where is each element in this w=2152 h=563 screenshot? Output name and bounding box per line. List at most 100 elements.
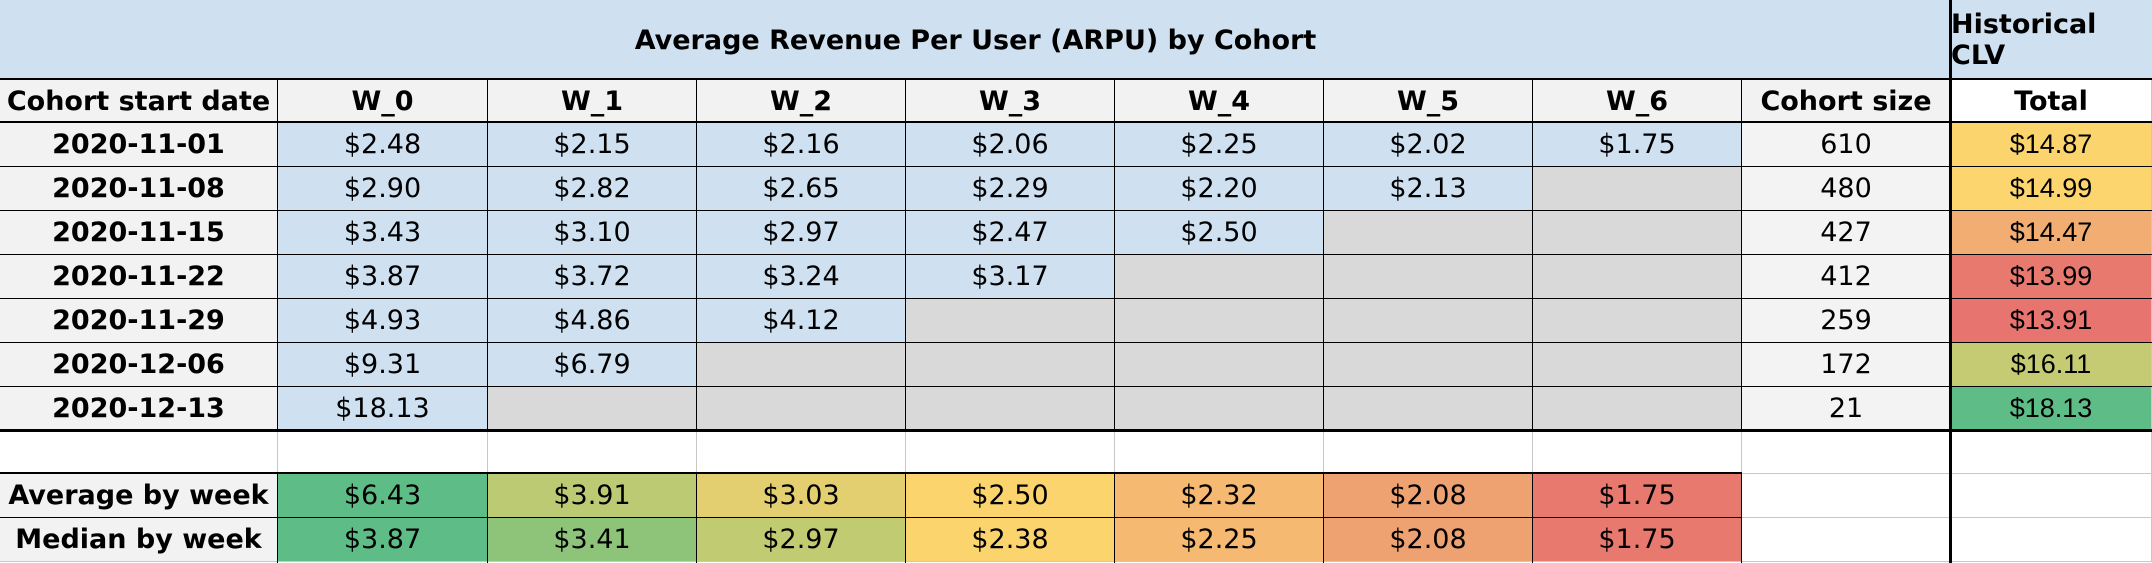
cohort-size-cell[interactable]: 259 bbox=[1742, 299, 1951, 343]
arpu-cell[interactable]: $4.93 bbox=[278, 299, 488, 343]
blank-cell[interactable] bbox=[1742, 474, 1951, 518]
summary-value-cell[interactable]: $6.43 bbox=[278, 474, 488, 518]
header-week-5[interactable]: W_5 bbox=[1324, 80, 1533, 123]
summary-value-cell[interactable]: $2.32 bbox=[1115, 474, 1324, 518]
arpu-cell[interactable]: $2.47 bbox=[906, 211, 1115, 255]
arpu-cell[interactable]: $2.02 bbox=[1324, 123, 1533, 167]
cohort-date-cell[interactable]: 2020-12-06 bbox=[0, 343, 278, 387]
clv-total-cell[interactable]: $16.11 bbox=[1951, 343, 2152, 387]
summary-value-cell[interactable]: $2.08 bbox=[1324, 474, 1533, 518]
arpu-cell[interactable]: $2.25 bbox=[1115, 123, 1324, 167]
blank-cell[interactable] bbox=[1533, 430, 1742, 474]
blank-cell[interactable] bbox=[1951, 518, 2152, 562]
arpu-cell[interactable]: $2.20 bbox=[1115, 167, 1324, 211]
summary-value-cell[interactable]: $2.25 bbox=[1115, 518, 1324, 562]
blank-cell[interactable] bbox=[278, 430, 488, 474]
header-week-3[interactable]: W_3 bbox=[906, 80, 1115, 123]
header-cohort-start-date[interactable]: Cohort start date bbox=[0, 80, 278, 123]
clv-total-cell[interactable]: $14.87 bbox=[1951, 123, 2152, 167]
arpu-cell[interactable]: $4.12 bbox=[697, 299, 906, 343]
summary-value-cell[interactable]: $3.03 bbox=[697, 474, 906, 518]
arpu-cell[interactable]: $2.48 bbox=[278, 123, 488, 167]
arpu-cell[interactable]: $3.24 bbox=[697, 255, 906, 299]
header-week-6[interactable]: W_6 bbox=[1533, 80, 1742, 123]
empty-cell[interactable] bbox=[1115, 343, 1324, 387]
blank-cell[interactable] bbox=[488, 430, 697, 474]
arpu-cell[interactable]: $9.31 bbox=[278, 343, 488, 387]
cohort-size-cell[interactable]: 427 bbox=[1742, 211, 1951, 255]
arpu-cell[interactable]: $3.17 bbox=[906, 255, 1115, 299]
clv-total-cell[interactable]: $13.91 bbox=[1951, 299, 2152, 343]
empty-cell[interactable] bbox=[697, 387, 906, 431]
empty-cell[interactable] bbox=[906, 343, 1115, 387]
empty-cell[interactable] bbox=[488, 387, 697, 431]
header-week-4[interactable]: W_4 bbox=[1115, 80, 1324, 123]
blank-cell[interactable] bbox=[1951, 430, 2152, 474]
empty-cell[interactable] bbox=[1324, 299, 1533, 343]
clv-total-cell[interactable]: $13.99 bbox=[1951, 255, 2152, 299]
empty-cell[interactable] bbox=[906, 299, 1115, 343]
header-total[interactable]: Total bbox=[1951, 80, 2152, 123]
cohort-date-cell[interactable]: 2020-12-13 bbox=[0, 387, 278, 431]
blank-cell[interactable] bbox=[0, 430, 278, 474]
arpu-cell[interactable]: $2.06 bbox=[906, 123, 1115, 167]
arpu-cell[interactable]: $2.29 bbox=[906, 167, 1115, 211]
summary-value-cell[interactable]: $3.87 bbox=[278, 518, 488, 562]
arpu-cell[interactable]: $2.65 bbox=[697, 167, 906, 211]
blank-cell[interactable] bbox=[1951, 474, 2152, 518]
cohort-size-cell[interactable]: 412 bbox=[1742, 255, 1951, 299]
empty-cell[interactable] bbox=[1533, 255, 1742, 299]
blank-cell[interactable] bbox=[1742, 518, 1951, 562]
empty-cell[interactable] bbox=[1533, 299, 1742, 343]
empty-cell[interactable] bbox=[1533, 167, 1742, 211]
empty-cell[interactable] bbox=[1533, 343, 1742, 387]
empty-cell[interactable] bbox=[1324, 343, 1533, 387]
summary-value-cell[interactable]: $1.75 bbox=[1533, 518, 1742, 562]
empty-cell[interactable] bbox=[1324, 255, 1533, 299]
cohort-date-cell[interactable]: 2020-11-08 bbox=[0, 167, 278, 211]
arpu-cell[interactable]: $3.10 bbox=[488, 211, 697, 255]
summary-value-cell[interactable]: $3.41 bbox=[488, 518, 697, 562]
header-week-0[interactable]: W_0 bbox=[278, 80, 488, 123]
arpu-cell[interactable]: $2.82 bbox=[488, 167, 697, 211]
empty-cell[interactable] bbox=[1533, 211, 1742, 255]
empty-cell[interactable] bbox=[1115, 255, 1324, 299]
arpu-cell[interactable]: $2.90 bbox=[278, 167, 488, 211]
cohort-date-cell[interactable]: 2020-11-01 bbox=[0, 123, 278, 167]
empty-cell[interactable] bbox=[1115, 299, 1324, 343]
summary-value-cell[interactable]: $1.75 bbox=[1533, 474, 1742, 518]
summary-value-cell[interactable]: $3.91 bbox=[488, 474, 697, 518]
arpu-cell[interactable]: $3.43 bbox=[278, 211, 488, 255]
summary-value-cell[interactable]: $2.08 bbox=[1324, 518, 1533, 562]
blank-cell[interactable] bbox=[906, 430, 1115, 474]
empty-cell[interactable] bbox=[906, 387, 1115, 431]
arpu-cell[interactable]: $3.87 bbox=[278, 255, 488, 299]
arpu-cell[interactable]: $4.86 bbox=[488, 299, 697, 343]
clv-total-cell[interactable]: $18.13 bbox=[1951, 387, 2152, 431]
arpu-cell[interactable]: $2.15 bbox=[488, 123, 697, 167]
arpu-cell[interactable]: $2.97 bbox=[697, 211, 906, 255]
empty-cell[interactable] bbox=[1324, 387, 1533, 431]
arpu-cell[interactable]: $2.13 bbox=[1324, 167, 1533, 211]
clv-total-cell[interactable]: $14.47 bbox=[1951, 211, 2152, 255]
arpu-cell[interactable]: $6.79 bbox=[488, 343, 697, 387]
arpu-cell[interactable]: $2.16 bbox=[697, 123, 906, 167]
summary-value-cell[interactable]: $2.50 bbox=[906, 474, 1115, 518]
blank-cell[interactable] bbox=[1324, 430, 1533, 474]
arpu-cell[interactable]: $1.75 bbox=[1533, 123, 1742, 167]
cohort-date-cell[interactable]: 2020-11-22 bbox=[0, 255, 278, 299]
header-week-1[interactable]: W_1 bbox=[488, 80, 697, 123]
empty-cell[interactable] bbox=[1115, 387, 1324, 431]
arpu-cell[interactable]: $3.72 bbox=[488, 255, 697, 299]
blank-cell[interactable] bbox=[697, 430, 906, 474]
cohort-size-cell[interactable]: 172 bbox=[1742, 343, 1951, 387]
summary-value-cell[interactable]: $2.97 bbox=[697, 518, 906, 562]
summary-label-cell[interactable]: Median by week bbox=[0, 518, 278, 562]
empty-cell[interactable] bbox=[1324, 211, 1533, 255]
header-cohort-size[interactable]: Cohort size bbox=[1742, 80, 1951, 123]
blank-cell[interactable] bbox=[1115, 430, 1324, 474]
cohort-size-cell[interactable]: 21 bbox=[1742, 387, 1951, 431]
arpu-cell[interactable]: $2.50 bbox=[1115, 211, 1324, 255]
cohort-date-cell[interactable]: 2020-11-15 bbox=[0, 211, 278, 255]
cohort-size-cell[interactable]: 610 bbox=[1742, 123, 1951, 167]
